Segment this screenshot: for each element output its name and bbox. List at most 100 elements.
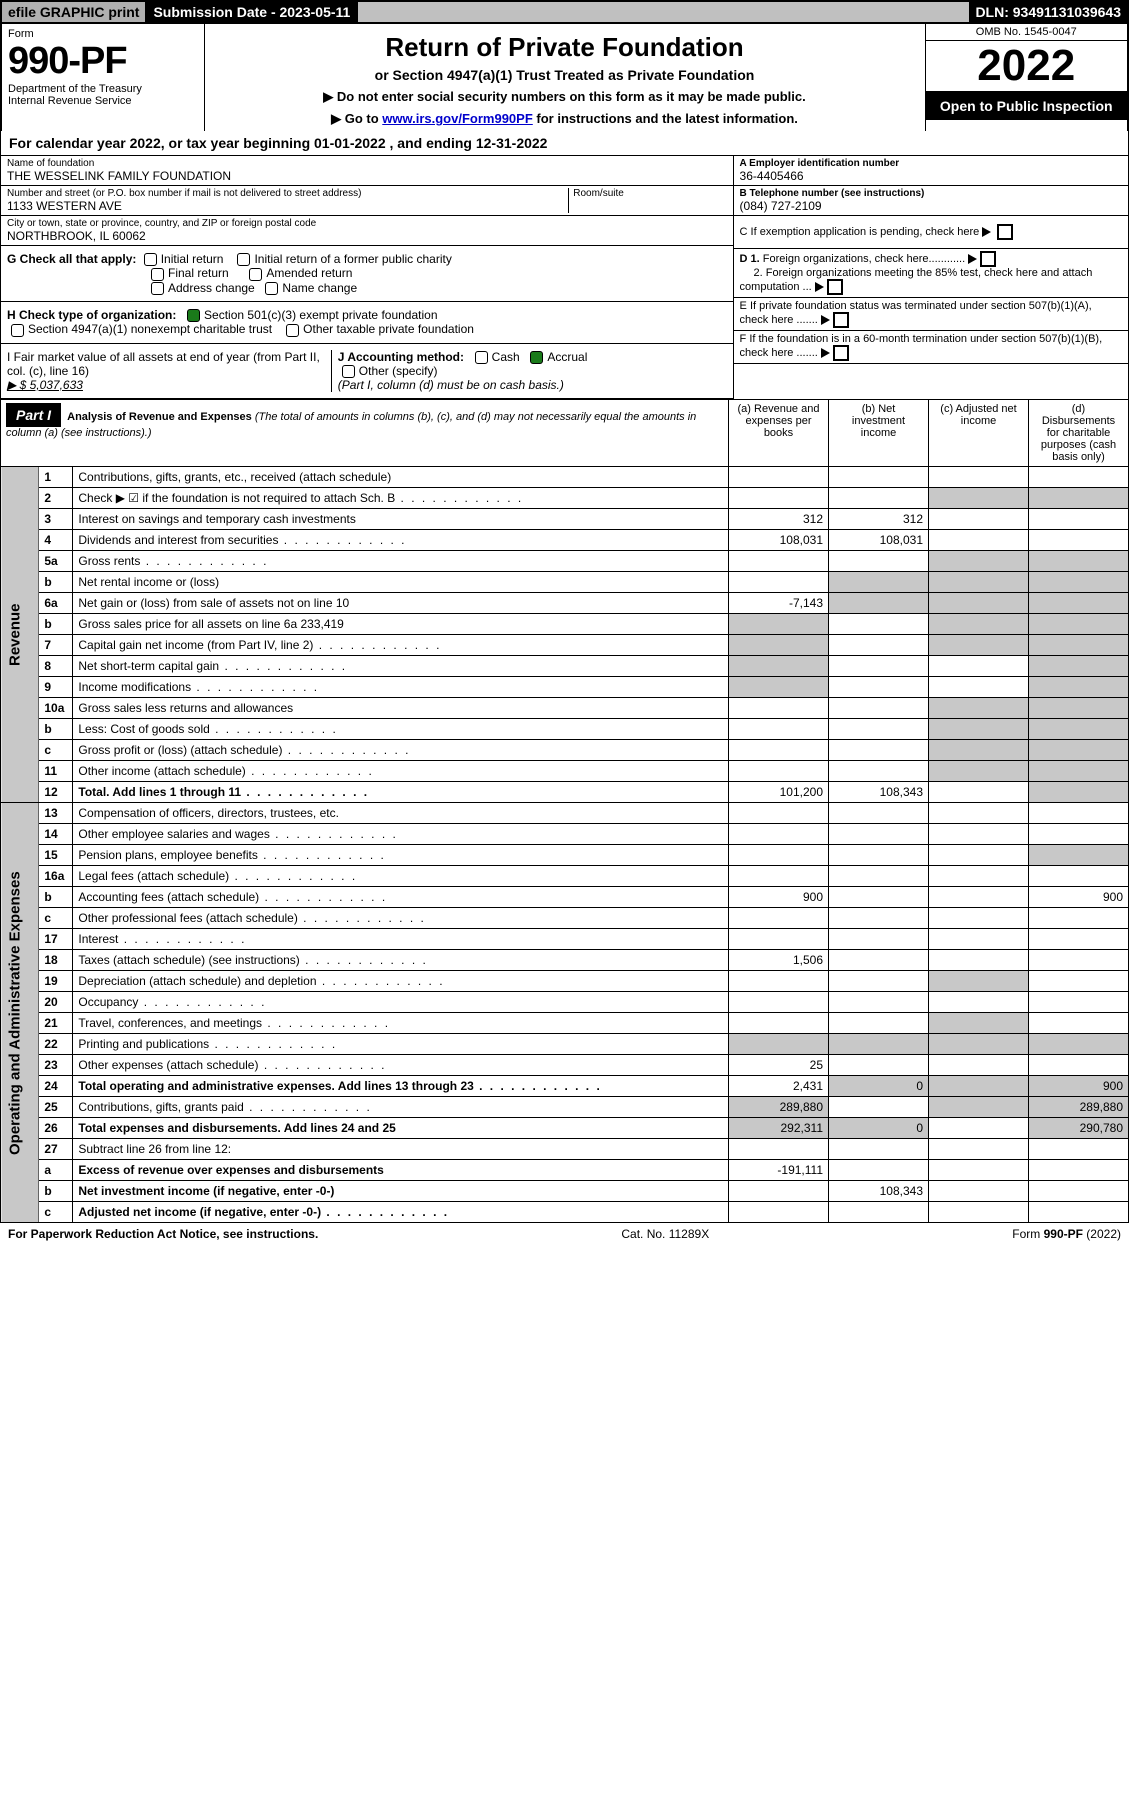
cell-value bbox=[1029, 551, 1129, 572]
cell-value bbox=[929, 593, 1029, 614]
cell-value bbox=[729, 929, 829, 950]
line-description: Occupancy bbox=[73, 992, 729, 1013]
line-number: 15 bbox=[39, 845, 73, 866]
cell-value bbox=[729, 1181, 829, 1202]
cell-value bbox=[729, 698, 829, 719]
line-description: Gross sales less returns and allowances bbox=[73, 698, 729, 719]
table-row: bLess: Cost of goods sold bbox=[1, 719, 1129, 740]
c-checkbox[interactable] bbox=[997, 224, 1013, 240]
cell-value bbox=[729, 614, 829, 635]
a-label: A Employer identification number bbox=[740, 158, 900, 169]
cell-value bbox=[829, 572, 929, 593]
table-row: 24Total operating and administrative exp… bbox=[1, 1076, 1129, 1097]
cell-value bbox=[829, 908, 929, 929]
line-description: Contributions, gifts, grants, etc., rece… bbox=[73, 467, 729, 488]
cell-value bbox=[829, 1097, 929, 1118]
cell-value bbox=[729, 908, 829, 929]
line-number: 24 bbox=[39, 1076, 73, 1097]
f-checkbox[interactable] bbox=[833, 345, 849, 361]
cell-value bbox=[729, 635, 829, 656]
b-label: B Telephone number (see instructions) bbox=[740, 188, 925, 199]
line-description: Other income (attach schedule) bbox=[73, 761, 729, 782]
line-number: 11 bbox=[39, 761, 73, 782]
arrow-icon bbox=[815, 282, 824, 292]
col-d-header: (d) Disbursements for charitable purpose… bbox=[1029, 400, 1129, 467]
line-description: Contributions, gifts, grants paid bbox=[73, 1097, 729, 1118]
cell-value bbox=[929, 614, 1029, 635]
cell-value bbox=[729, 551, 829, 572]
cell-value bbox=[729, 1034, 829, 1055]
name-change-checkbox[interactable] bbox=[265, 282, 278, 295]
final-return-checkbox[interactable] bbox=[151, 268, 164, 281]
table-row: 22Printing and publications bbox=[1, 1034, 1129, 1055]
line-number: 21 bbox=[39, 1013, 73, 1034]
cell-value bbox=[1029, 1181, 1129, 1202]
efile-label[interactable]: efile GRAPHIC print bbox=[2, 2, 147, 22]
cell-value bbox=[929, 635, 1029, 656]
table-row: bNet rental income or (loss) bbox=[1, 572, 1129, 593]
cell-value bbox=[929, 1013, 1029, 1034]
cell-value bbox=[829, 1034, 929, 1055]
table-row: 7Capital gain net income (from Part IV, … bbox=[1, 635, 1129, 656]
cell-value: 0 bbox=[829, 1076, 929, 1097]
e-checkbox[interactable] bbox=[833, 312, 849, 328]
cell-value bbox=[1029, 782, 1129, 803]
cell-value: 292,311 bbox=[729, 1118, 829, 1139]
form-title: Return of Private Foundation bbox=[209, 32, 921, 63]
cell-value bbox=[929, 929, 1029, 950]
cell-value bbox=[1029, 614, 1129, 635]
d1-checkbox[interactable] bbox=[980, 251, 996, 267]
cell-value bbox=[929, 488, 1029, 509]
d2-checkbox[interactable] bbox=[827, 279, 843, 295]
initial-public-checkbox[interactable] bbox=[237, 253, 250, 266]
line-description: Interest bbox=[73, 929, 729, 950]
cell-value bbox=[1029, 488, 1129, 509]
table-row: 10aGross sales less returns and allowanc… bbox=[1, 698, 1129, 719]
table-row: bAccounting fees (attach schedule)900900 bbox=[1, 887, 1129, 908]
cell-value bbox=[929, 698, 1029, 719]
cell-value bbox=[1029, 593, 1129, 614]
cell-value bbox=[729, 761, 829, 782]
cell-value bbox=[1029, 635, 1129, 656]
line-description: Net rental income or (loss) bbox=[73, 572, 729, 593]
other-taxable-checkbox[interactable] bbox=[286, 324, 299, 337]
4947a1-checkbox[interactable] bbox=[11, 324, 24, 337]
cell-value bbox=[829, 1139, 929, 1160]
address-change-checkbox[interactable] bbox=[151, 282, 164, 295]
table-row: 15Pension plans, employee benefits bbox=[1, 845, 1129, 866]
line-description: Check ▶ ☑ if the foundation is not requi… bbox=[73, 488, 729, 509]
table-row: 27Subtract line 26 from line 12: bbox=[1, 1139, 1129, 1160]
cell-value: 108,031 bbox=[829, 530, 929, 551]
line-number: c bbox=[39, 1202, 73, 1223]
line-description: Gross rents bbox=[73, 551, 729, 572]
cell-value: 289,880 bbox=[729, 1097, 829, 1118]
cash-checkbox[interactable] bbox=[475, 351, 488, 364]
amended-return-checkbox[interactable] bbox=[249, 268, 262, 281]
accrual-checkbox[interactable] bbox=[530, 351, 543, 364]
submission-date: Submission Date - 2023-05-11 bbox=[147, 2, 358, 22]
cell-value: 312 bbox=[729, 509, 829, 530]
cell-value bbox=[729, 1139, 829, 1160]
line-number: 22 bbox=[39, 1034, 73, 1055]
cell-value bbox=[1029, 1034, 1129, 1055]
cell-value bbox=[929, 1055, 1029, 1076]
entity-block: Name of foundation THE WESSELINK FAMILY … bbox=[0, 156, 1129, 399]
cell-value bbox=[1029, 971, 1129, 992]
line-number: 7 bbox=[39, 635, 73, 656]
line-number: b bbox=[39, 719, 73, 740]
table-row: cOther professional fees (attach schedul… bbox=[1, 908, 1129, 929]
instructions-link[interactable]: www.irs.gov/Form990PF bbox=[382, 111, 533, 126]
cell-value bbox=[829, 488, 929, 509]
cell-value bbox=[829, 950, 929, 971]
phone-value: (084) 727-2109 bbox=[740, 199, 1122, 213]
initial-return-checkbox[interactable] bbox=[144, 253, 157, 266]
other-method-checkbox[interactable] bbox=[342, 365, 355, 378]
cell-value: 900 bbox=[1029, 1076, 1129, 1097]
cell-value bbox=[829, 803, 929, 824]
501c3-checkbox[interactable] bbox=[187, 309, 200, 322]
col-b-header: (b) Net investment income bbox=[829, 400, 929, 467]
line-description: Income modifications bbox=[73, 677, 729, 698]
revenue-side-label: Revenue bbox=[1, 467, 39, 803]
col-a-header: (a) Revenue and expenses per books bbox=[729, 400, 829, 467]
table-row: cAdjusted net income (if negative, enter… bbox=[1, 1202, 1129, 1223]
